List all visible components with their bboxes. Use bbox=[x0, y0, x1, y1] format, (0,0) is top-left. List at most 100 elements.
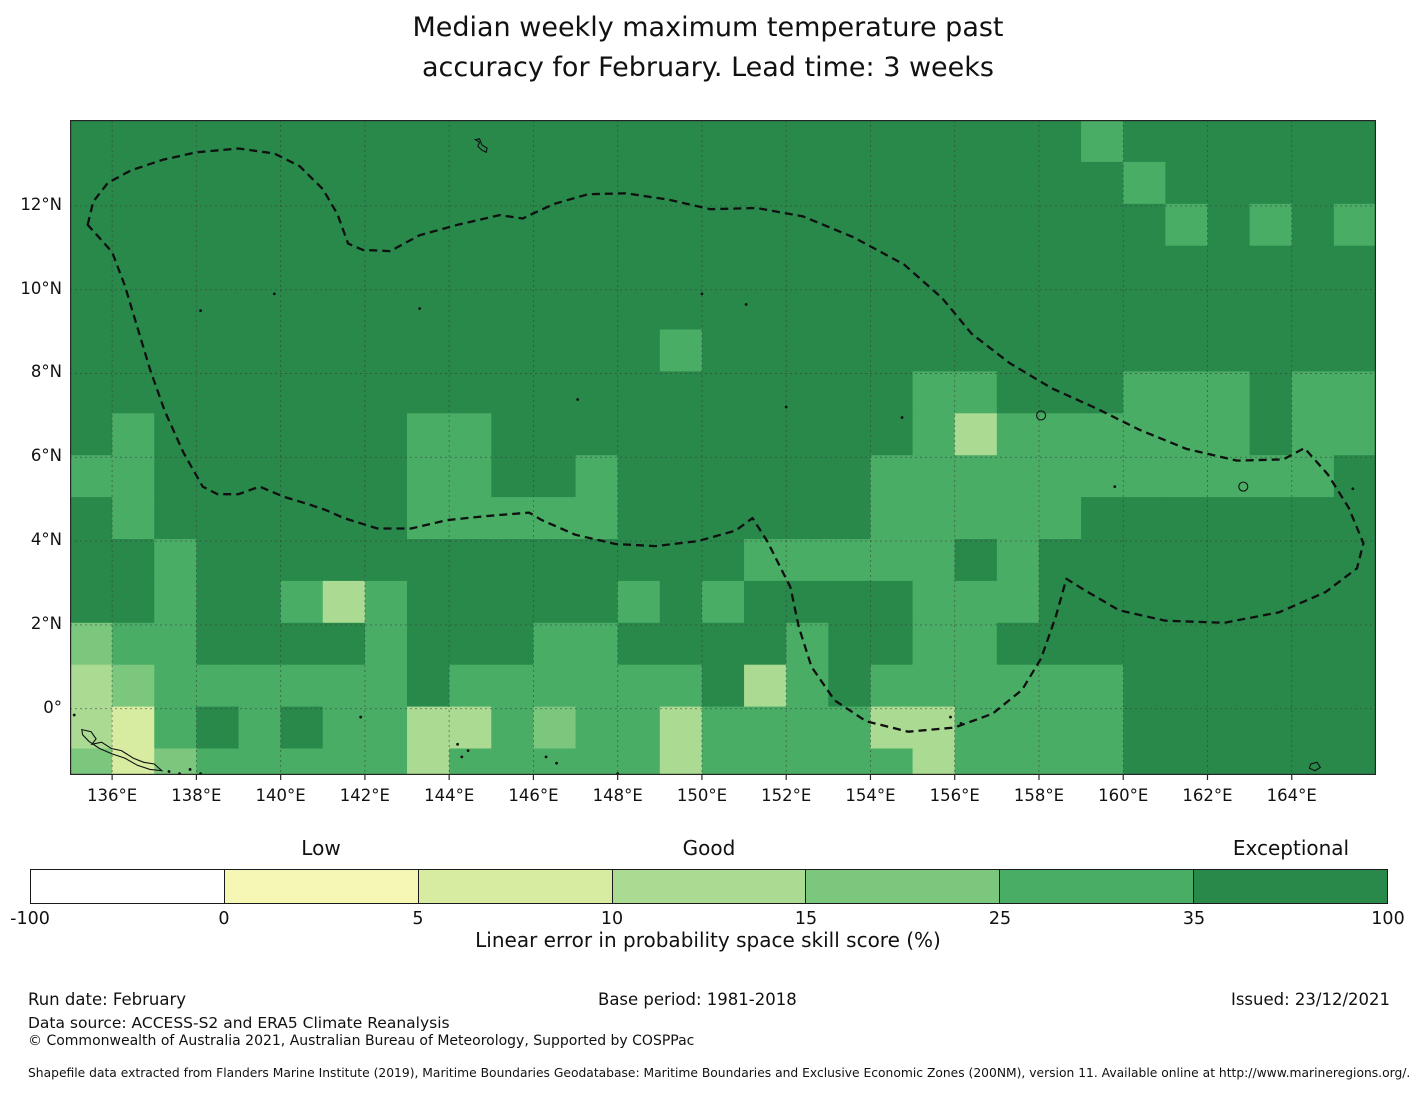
map-cell bbox=[870, 706, 914, 750]
map-cell bbox=[154, 329, 197, 372]
islet-speck bbox=[167, 770, 171, 773]
map-cell bbox=[154, 413, 197, 456]
map-cell bbox=[1291, 622, 1335, 666]
map-cell bbox=[196, 287, 240, 331]
map-cell bbox=[322, 287, 366, 331]
map-cell bbox=[533, 371, 577, 414]
map-cell bbox=[491, 748, 535, 775]
map-cell bbox=[659, 706, 703, 750]
map-cell bbox=[407, 245, 450, 289]
map-cell bbox=[1038, 120, 1082, 163]
map-cell bbox=[828, 748, 872, 775]
map-cell bbox=[1249, 497, 1293, 540]
map-cell bbox=[1123, 497, 1166, 540]
map-cell bbox=[407, 203, 450, 247]
map-cell bbox=[912, 455, 956, 498]
map-cell bbox=[744, 329, 787, 372]
map-cell bbox=[701, 539, 745, 582]
map-cell bbox=[912, 161, 956, 205]
map-cell bbox=[1333, 120, 1376, 163]
map-cell bbox=[196, 664, 240, 708]
map-cell bbox=[575, 371, 619, 414]
map-layers bbox=[70, 120, 1376, 775]
map-cell bbox=[322, 120, 366, 163]
map-cell bbox=[1165, 497, 1209, 540]
map-cell bbox=[280, 413, 324, 456]
map-cell bbox=[491, 539, 535, 582]
map-cell bbox=[449, 580, 492, 624]
map-cell bbox=[449, 622, 492, 666]
map-cell bbox=[196, 203, 240, 247]
map-cell bbox=[364, 371, 408, 414]
map-cell bbox=[1123, 161, 1166, 205]
map-cell bbox=[617, 748, 661, 775]
map-cell bbox=[828, 287, 872, 331]
map-cell bbox=[1207, 329, 1251, 372]
map-cell bbox=[1081, 413, 1124, 456]
map-cell bbox=[996, 539, 1040, 582]
map-cell bbox=[196, 622, 240, 666]
map-cell bbox=[364, 706, 408, 750]
map-cell bbox=[1291, 161, 1335, 205]
map-cell bbox=[1291, 497, 1335, 540]
map-cell bbox=[70, 748, 113, 775]
map-cell bbox=[828, 622, 872, 666]
map-cell bbox=[407, 120, 450, 163]
map-cell bbox=[1291, 371, 1335, 414]
map-cell bbox=[112, 622, 155, 666]
map-cell bbox=[1038, 748, 1082, 775]
map-cell bbox=[491, 455, 535, 498]
map-cell bbox=[659, 497, 703, 540]
map-cell bbox=[364, 539, 408, 582]
map-cell bbox=[1165, 120, 1209, 163]
map-cell bbox=[196, 413, 240, 456]
colorbar-gradient bbox=[30, 869, 1388, 904]
map-cell bbox=[617, 622, 661, 666]
map-cell bbox=[1333, 245, 1376, 289]
map-cell bbox=[154, 287, 197, 331]
islet-speck bbox=[949, 715, 952, 719]
map-cell bbox=[954, 580, 998, 624]
map-cell bbox=[954, 622, 998, 666]
y-tick-label: 0° bbox=[43, 697, 62, 717]
map-cell bbox=[238, 706, 282, 750]
map-cell bbox=[954, 664, 998, 708]
map-cell bbox=[196, 161, 240, 205]
map-cell bbox=[617, 329, 661, 372]
map-cell bbox=[659, 539, 703, 582]
map-cell bbox=[70, 497, 113, 540]
map-cell bbox=[744, 161, 787, 205]
map-cell bbox=[1291, 120, 1335, 163]
map-cell bbox=[364, 245, 408, 289]
map-cell bbox=[1123, 203, 1166, 247]
map-cell bbox=[407, 497, 450, 540]
map-cell bbox=[196, 497, 240, 540]
map-cell bbox=[996, 161, 1040, 205]
map-cell bbox=[154, 664, 197, 708]
map-cell bbox=[196, 371, 240, 414]
colorbar-segment bbox=[1194, 870, 1388, 903]
footer-issued: Issued: 23/12/2021 bbox=[1230, 990, 1390, 1009]
figure-title-line2: accuracy for February. Lead time: 3 week… bbox=[422, 52, 994, 83]
map-cell bbox=[1333, 580, 1376, 624]
map-cell bbox=[954, 120, 998, 163]
map-cell bbox=[870, 497, 914, 540]
x-tick-label: 144°E bbox=[424, 786, 475, 805]
map-cell bbox=[533, 455, 577, 498]
map-cell bbox=[238, 748, 282, 775]
map-cell bbox=[786, 664, 829, 708]
map-cell bbox=[70, 664, 113, 708]
map-cell bbox=[1123, 245, 1166, 289]
map-cell bbox=[1123, 329, 1166, 372]
map-cell bbox=[491, 329, 535, 372]
map-cell bbox=[1249, 664, 1293, 708]
island-coastline bbox=[81, 728, 164, 772]
map-cell bbox=[786, 120, 829, 163]
map-cell bbox=[407, 329, 450, 372]
map-cell bbox=[617, 120, 661, 163]
map-cell bbox=[1249, 203, 1293, 247]
map-cell bbox=[533, 748, 577, 775]
map-cell bbox=[912, 245, 956, 289]
island-coastline bbox=[473, 138, 488, 154]
map-cell bbox=[280, 580, 324, 624]
